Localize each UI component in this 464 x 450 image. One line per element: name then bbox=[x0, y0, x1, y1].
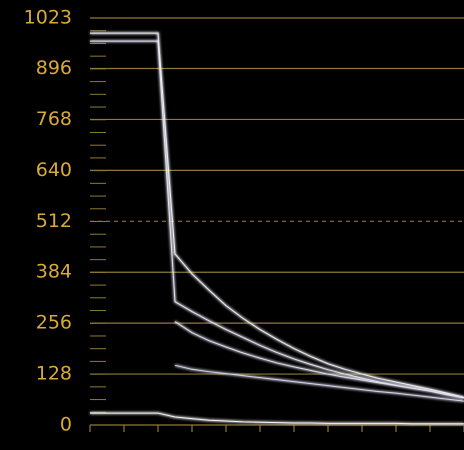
y-tick-label: 768 bbox=[36, 108, 72, 130]
y-tick-label: 640 bbox=[36, 159, 72, 181]
trace-core bbox=[174, 364, 464, 402]
trace bbox=[90, 39, 464, 400]
trace-core bbox=[174, 321, 464, 398]
traces bbox=[90, 32, 464, 425]
y-tick-label: 256 bbox=[36, 312, 72, 334]
trace-core bbox=[90, 40, 464, 399]
y-tick-label: 896 bbox=[36, 57, 72, 79]
y-tick-label: 512 bbox=[36, 210, 72, 232]
y-tick-label: 0 bbox=[60, 414, 72, 436]
trace bbox=[90, 32, 464, 399]
trace-core bbox=[90, 412, 464, 425]
y-tick-label: 1023 bbox=[24, 7, 72, 29]
y-tick-label: 128 bbox=[36, 363, 72, 385]
y-tick-label: 384 bbox=[36, 261, 72, 283]
trace-core bbox=[90, 32, 464, 398]
